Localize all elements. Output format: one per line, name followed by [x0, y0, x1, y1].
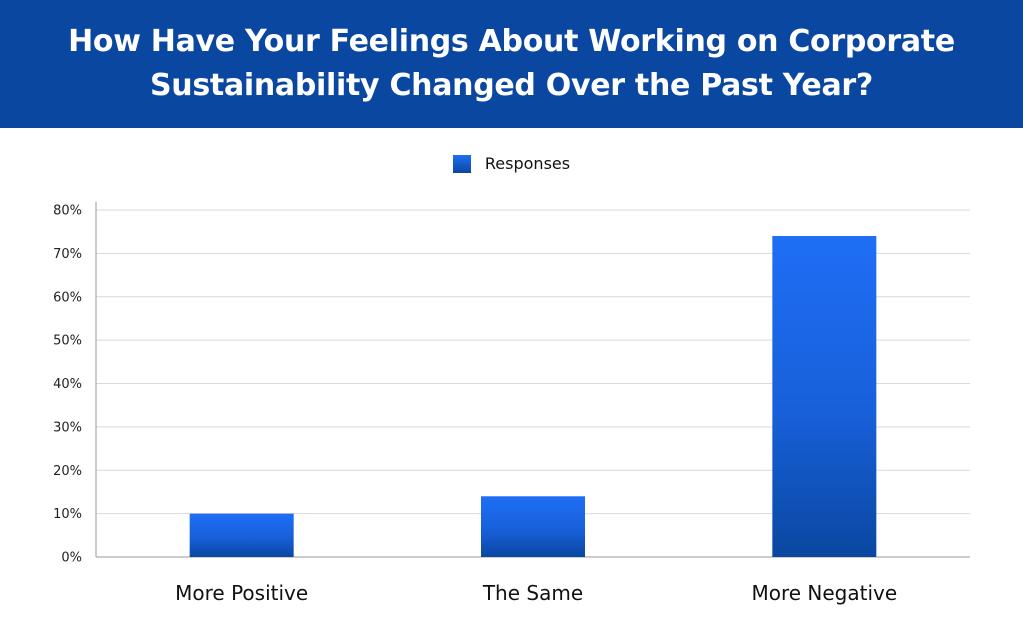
- y-tick-label: 80%: [53, 204, 82, 219]
- y-tick-label: 0%: [61, 551, 82, 566]
- chart-title-line-1: How Have Your Feelings About Working on …: [68, 24, 955, 59]
- chart-title-line-2: Sustainability Changed Over the Past Yea…: [149, 68, 874, 103]
- y-tick-label: 20%: [53, 464, 82, 479]
- chart-header: How Have Your Feelings About Working on …: [0, 0, 1023, 128]
- y-tick-label: 10%: [53, 507, 82, 522]
- bar-the-same: [481, 496, 585, 557]
- y-tick-label: 50%: [53, 334, 82, 349]
- x-category-label: More Negative: [751, 581, 897, 605]
- chart-legend: Responses: [0, 154, 1023, 173]
- y-tick-label: 70%: [53, 247, 82, 262]
- y-tick-labels: 0% 10% 20% 30% 40% 50% 60% 70% 80%: [53, 204, 82, 566]
- bars: [189, 236, 877, 557]
- bar-more-positive: [189, 513, 294, 557]
- x-category-label: The Same: [482, 581, 583, 605]
- legend-label: Responses: [484, 154, 571, 173]
- y-tick-label: 60%: [53, 290, 82, 305]
- y-tick-label: 40%: [53, 377, 82, 392]
- x-category-labels: More Positive The Same More Negative: [175, 581, 897, 605]
- y-tick-label: 30%: [53, 420, 82, 435]
- bar-more-negative: [772, 236, 877, 557]
- x-category-label: More Positive: [175, 581, 308, 605]
- legend-swatch: [452, 154, 471, 173]
